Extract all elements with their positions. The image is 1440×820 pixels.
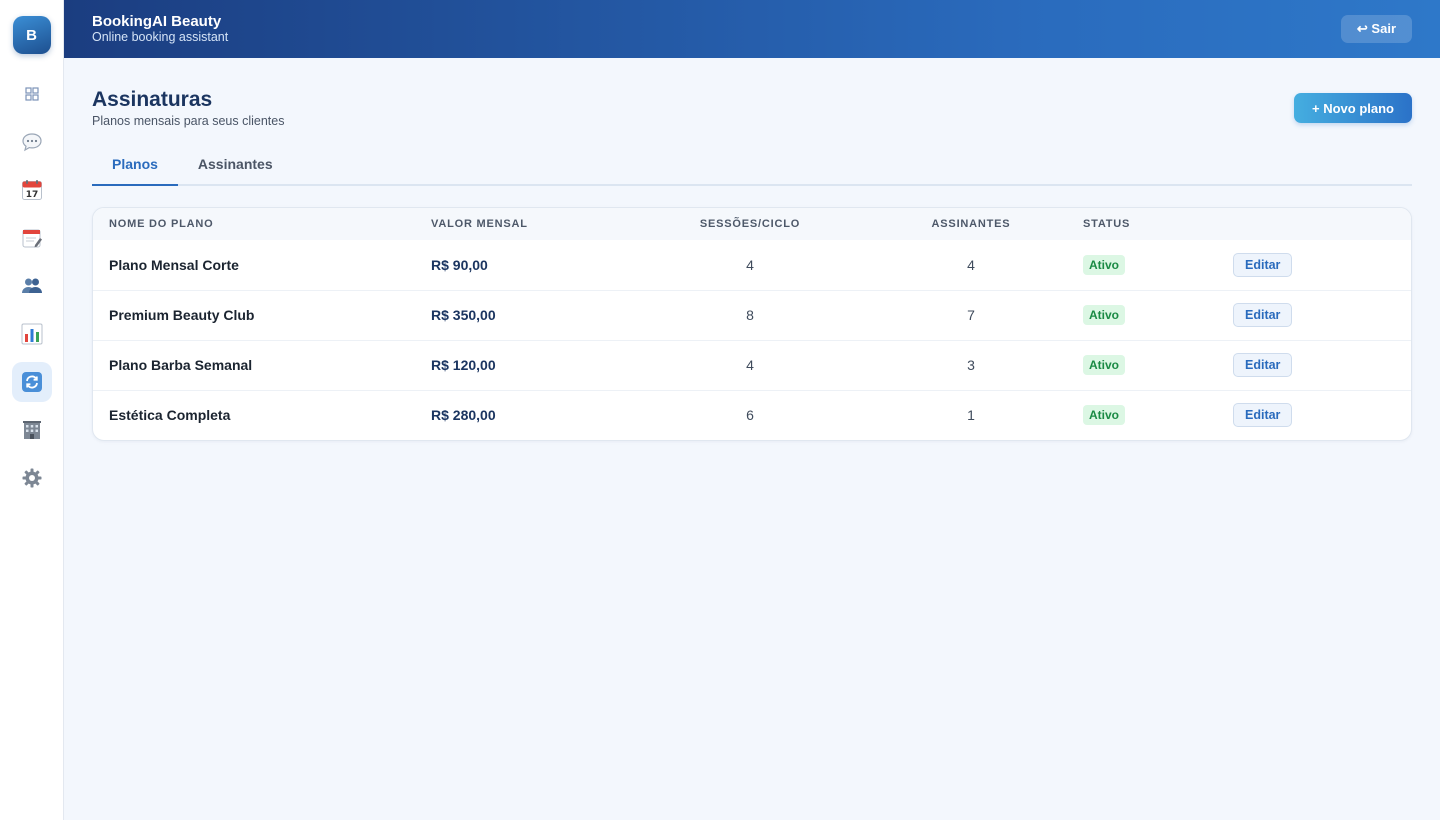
plan-name: Plano Mensal Corte <box>109 256 239 273</box>
tab-subscribers[interactable]: Assinantes <box>197 156 273 172</box>
page-title: Assinaturas <box>92 88 213 111</box>
page-subtitle: Planos mensais para seus clientes <box>92 114 285 128</box>
new-plan-button[interactable]: + Novo plano <box>1294 93 1412 123</box>
top-header: BookingAI Beauty Online booking assistan… <box>64 0 1440 58</box>
plan-price: R$ 120,00 <box>431 357 496 373</box>
edit-button[interactable]: Editar <box>1233 353 1293 377</box>
actions-cell: Editar <box>1217 290 1411 340</box>
column-header-actions <box>1217 208 1411 240</box>
plans-table-card: NOME DO PLANO VALOR MENSAL SESSÕES/CICLO… <box>92 207 1412 441</box>
table-row: Premium Beauty Club R$ 350,00 8 7 Ativo … <box>93 290 1411 340</box>
status-cell: Ativo <box>1067 390 1217 440</box>
page-header: Assinaturas Planos mensais para seus cli… <box>92 87 1412 128</box>
edit-button[interactable]: Editar <box>1233 252 1293 277</box>
building-icon <box>21 419 43 441</box>
plan-subscribers: 7 <box>967 307 975 323</box>
app-branding: BookingAI Beauty Online booking assistan… <box>92 13 228 45</box>
sidebar-item-clients[interactable] <box>12 266 52 306</box>
plan-name: Estética Completa <box>109 407 231 424</box>
status-cell: Ativo <box>1067 340 1217 390</box>
sidebar-item-subscriptions[interactable] <box>11 362 52 402</box>
column-header-sessions: SESSÕES/CICLO <box>699 218 801 230</box>
refresh-icon <box>21 371 43 393</box>
sidebar-item-reports[interactable] <box>12 314 52 354</box>
gear-icon <box>21 467 43 489</box>
sidebar-item-settings[interactable] <box>12 458 52 498</box>
main-content: Assinaturas Planos mensais para seus cli… <box>92 58 1412 441</box>
plan-price: R$ 280,00 <box>431 407 496 424</box>
sidebar-item-calendar[interactable]: 17 <box>12 170 52 210</box>
svg-text:17: 17 <box>25 190 38 200</box>
plan-sessions: 4 <box>746 256 754 273</box>
plan-subscribers: 4 <box>967 256 975 273</box>
sidebar-nav: 17 <box>11 74 52 498</box>
sidebar-item-business[interactable] <box>12 410 52 450</box>
column-header-plan-name: NOME DO PLANO <box>109 218 214 230</box>
table-header-row: NOME DO PLANO VALOR MENSAL SESSÕES/CICLO… <box>93 208 1411 240</box>
actions-cell: Editar <box>1217 390 1411 440</box>
chat-bubble-icon <box>21 132 43 152</box>
app-name: BookingAI Beauty <box>92 13 222 30</box>
column-header-status: STATUS <box>1083 218 1131 230</box>
sidebar-item-notes[interactable] <box>12 218 52 258</box>
edit-button[interactable]: Editar <box>1233 403 1293 428</box>
bar-chart-icon <box>21 323 43 345</box>
plan-price: R$ 350,00 <box>431 307 496 323</box>
column-header-monthly-value: VALOR MENSAL <box>431 218 528 230</box>
dashboard-grid-icon <box>24 87 39 101</box>
sidebar: B 17 <box>0 0 64 820</box>
tab-bar: Planos Assinantes <box>92 150 1412 186</box>
edit-button[interactable]: Editar <box>1233 303 1293 327</box>
plan-subscribers: 3 <box>967 357 975 373</box>
actions-cell: Editar <box>1217 240 1411 290</box>
plan-sessions: 4 <box>746 357 754 373</box>
status-cell: Ativo <box>1067 240 1217 290</box>
calendar-icon: 17 <box>21 179 43 201</box>
table-row: Estética Completa R$ 280,00 6 1 Ativo Ed… <box>93 390 1411 440</box>
column-header-subscribers: ASSINANTES <box>931 218 1011 230</box>
table-row: Plano Barba Semanal R$ 120,00 4 3 Ativo … <box>93 340 1411 390</box>
users-icon <box>21 276 43 296</box>
status-badge: Ativo <box>1083 355 1125 375</box>
plan-name: Plano Barba Semanal <box>109 357 253 373</box>
plan-sessions: 8 <box>746 307 754 323</box>
status-badge: Ativo <box>1083 405 1125 426</box>
app-subtitle: Online booking assistant <box>92 30 229 44</box>
sidebar-item-dashboard[interactable] <box>12 74 52 114</box>
logout-button[interactable]: ↩ Sair <box>1340 15 1412 43</box>
status-badge: Ativo <box>1083 305 1125 325</box>
plans-table: NOME DO PLANO VALOR MENSAL SESSÕES/CICLO… <box>93 208 1411 440</box>
status-cell: Ativo <box>1067 290 1217 340</box>
actions-cell: Editar <box>1217 340 1411 390</box>
brand-logo[interactable]: B <box>12 16 51 54</box>
table-row: Plano Mensal Corte R$ 90,00 4 4 Ativo Ed… <box>93 240 1411 290</box>
plan-sessions: 6 <box>746 407 754 424</box>
sidebar-item-messages[interactable] <box>12 122 52 162</box>
plan-subscribers: 1 <box>967 407 975 424</box>
tab-plans[interactable]: Planos <box>92 150 178 186</box>
plan-price: R$ 90,00 <box>431 256 488 273</box>
plan-name: Premium Beauty Club <box>109 307 255 323</box>
notepad-icon <box>21 227 43 249</box>
status-badge: Ativo <box>1083 254 1125 275</box>
